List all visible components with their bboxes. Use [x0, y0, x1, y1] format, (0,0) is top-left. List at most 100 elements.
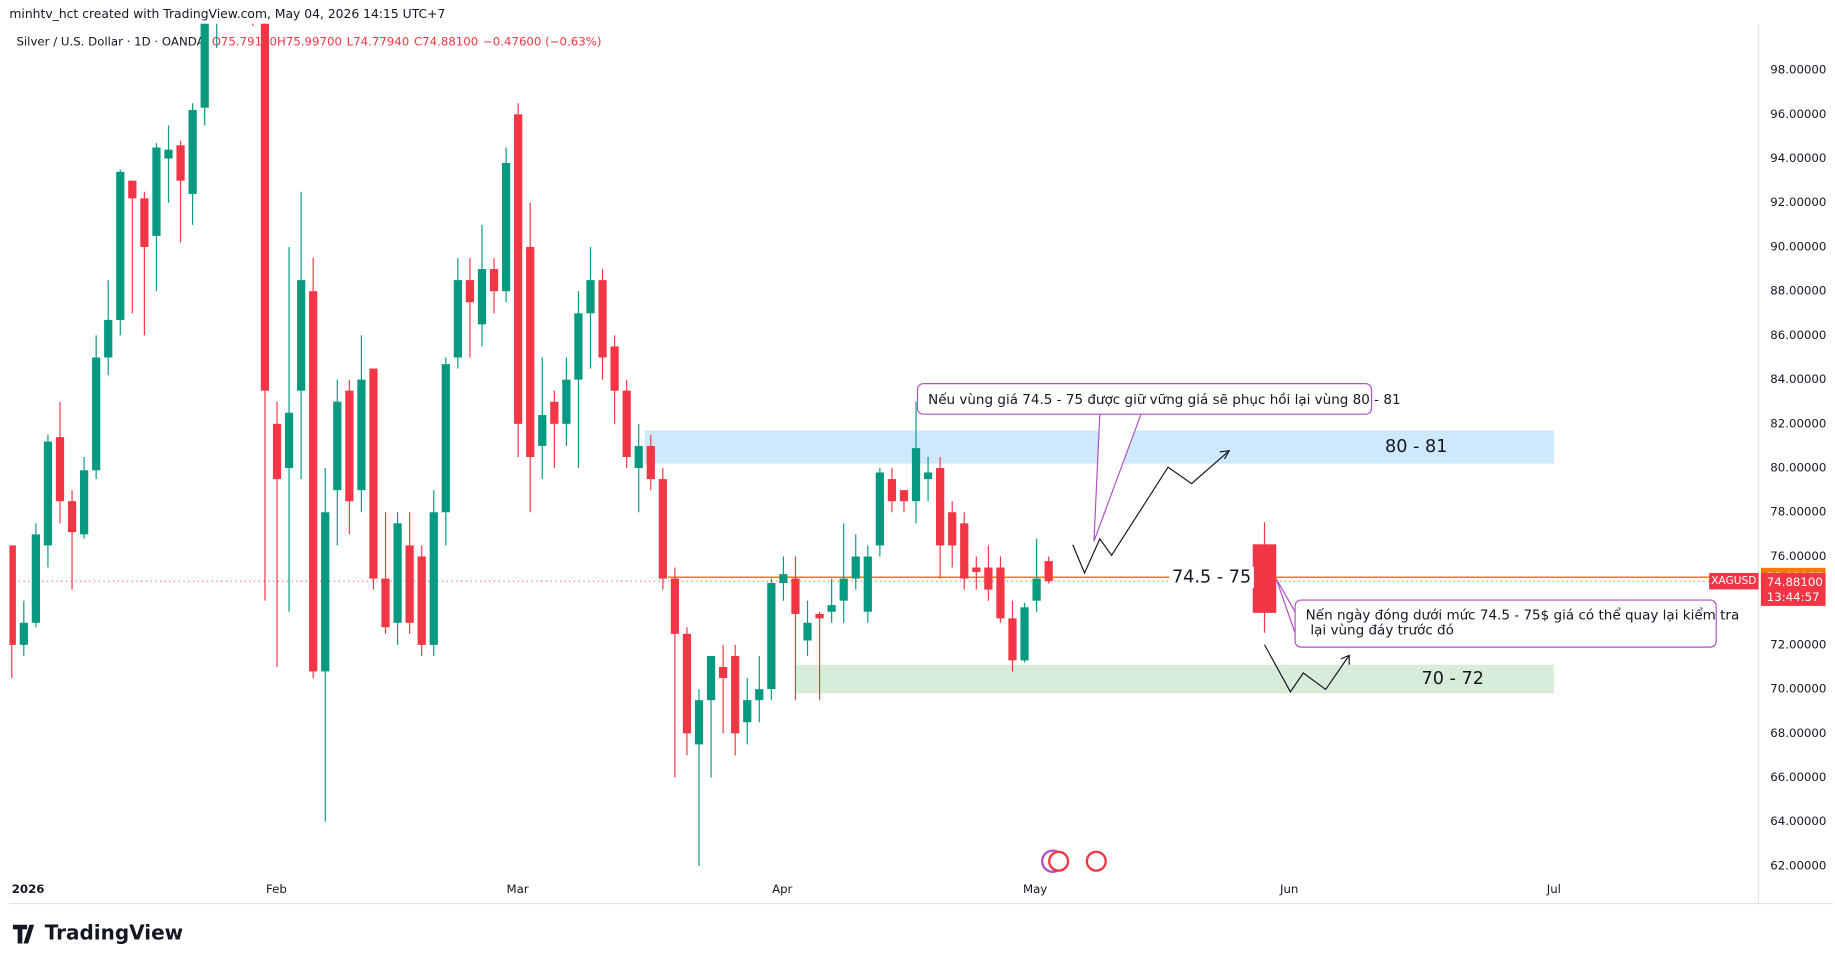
candle-body — [863, 556, 872, 612]
candle-body — [104, 319, 113, 358]
candle-body — [79, 470, 89, 535]
candle-body — [598, 280, 607, 358]
candle-body — [948, 512, 957, 546]
last-price-box — [1760, 572, 1826, 606]
candle-body — [851, 556, 860, 579]
candle-body — [357, 379, 366, 491]
candle-body — [731, 655, 740, 734]
candle-body — [260, 23, 270, 391]
candle-body — [309, 291, 318, 672]
candle-body — [200, 23, 209, 108]
candle-body — [43, 441, 53, 546]
x-tick-label: Mar — [506, 882, 528, 896]
level-label: 74.5 - 75 — [1172, 567, 1251, 587]
candle-body — [755, 689, 764, 701]
candle-body — [815, 613, 824, 619]
callout-text: Nếu vùng giá 74.5 - 75 được giữ vững giá… — [928, 391, 1400, 408]
y-tick-label: 80.00000 — [1770, 461, 1826, 475]
candle-body — [936, 468, 945, 546]
overlay: Nếu vùng giá 74.5 - 75 được giữ vững giá… — [12, 383, 1739, 945]
zone-label: 80 - 81 — [1385, 437, 1447, 457]
symbol-label: XAGUSD — [1711, 575, 1756, 587]
y-tick-label: 94.00000 — [1770, 151, 1826, 165]
axes: 62.00000 64.00000 66.00000 68.00000 70.00000… — [12, 63, 1827, 896]
forecast-arrow-down — [1263, 644, 1350, 693]
projection-body — [1252, 544, 1277, 613]
candle-body — [333, 401, 342, 491]
y-tick-label: 68.00000 — [1770, 726, 1826, 740]
y-tick-label: 96.00000 — [1770, 107, 1826, 121]
candle-body — [164, 149, 173, 159]
candle-body — [706, 655, 716, 701]
ohlc-close: C74.88100 — [414, 34, 478, 48]
y-tick-label: 64.00000 — [1770, 814, 1826, 828]
candle-body — [682, 633, 692, 734]
candle-body — [140, 198, 149, 247]
candle-body — [694, 700, 704, 745]
candle-body — [996, 567, 1005, 619]
candle-body — [489, 269, 499, 292]
candle-body — [405, 545, 414, 623]
candle-body — [911, 448, 921, 502]
candle-body — [55, 437, 65, 502]
candle-body — [779, 574, 788, 583]
x-tick-label: Apr — [772, 882, 792, 896]
candle-body — [67, 501, 77, 533]
last-price-label: 74.88100 — [1767, 575, 1823, 589]
candle-body — [827, 605, 836, 612]
candle-body — [646, 445, 655, 480]
candle-body — [767, 582, 776, 690]
candle-body — [272, 423, 282, 480]
x-tick-label: 2026 — [12, 882, 45, 896]
candle-body — [321, 512, 330, 672]
candle-body — [477, 269, 487, 325]
candle-body — [429, 512, 438, 645]
candle-body — [128, 180, 137, 199]
forecast-arrow-up — [1072, 450, 1230, 575]
y-tick-label: 86.00000 — [1770, 328, 1826, 342]
y-tick-label: 88.00000 — [1770, 284, 1826, 298]
candle-body — [899, 490, 909, 502]
candle-body — [501, 162, 511, 292]
y-tick-label: 66.00000 — [1770, 770, 1826, 784]
zone — [795, 664, 1554, 694]
candle-body — [743, 700, 752, 723]
candle-body — [839, 578, 848, 601]
y-tick-label: 90.00000 — [1770, 239, 1826, 253]
candle-body — [116, 171, 125, 320]
candle-body — [92, 357, 101, 471]
candle-body — [923, 472, 933, 480]
candles — [9, 23, 1053, 866]
candle-body — [622, 390, 631, 457]
brand: TradingView — [45, 921, 183, 945]
arrow-head — [1340, 654, 1350, 665]
callout-pointer — [1093, 414, 1142, 542]
ohlc-open: O75.79170 — [212, 34, 277, 48]
candle-body — [441, 364, 450, 513]
candle-body — [465, 280, 475, 303]
candle-body — [31, 534, 40, 623]
y-tick-label: 84.00000 — [1770, 372, 1826, 386]
zone-label: 70 - 72 — [1421, 669, 1483, 689]
callout-text: lại vùng đáy trước đó — [1310, 623, 1454, 639]
candle-body — [574, 313, 583, 380]
candle-body — [1044, 561, 1053, 582]
candle-body — [1032, 578, 1041, 601]
candle-body — [538, 414, 547, 446]
level-label-bg — [1169, 566, 1254, 588]
candle-body — [393, 523, 402, 623]
y-tick-label: 78.00000 — [1770, 505, 1826, 519]
candle-body — [550, 401, 559, 424]
y-tick-label: 98.00000 — [1770, 63, 1826, 77]
candle-body — [152, 147, 161, 236]
y-tick-label: 62.00000 — [1770, 858, 1826, 872]
candle-body — [1008, 618, 1017, 661]
candle-body — [972, 567, 981, 572]
candle-body — [453, 280, 462, 358]
event-icon[interactable] — [1048, 850, 1070, 872]
y-tick-label: 70.00000 — [1770, 682, 1826, 696]
event-icon[interactable] — [1085, 850, 1107, 872]
x-tick-label: May — [1023, 882, 1047, 896]
x-tick-label: Jul — [1546, 882, 1561, 896]
